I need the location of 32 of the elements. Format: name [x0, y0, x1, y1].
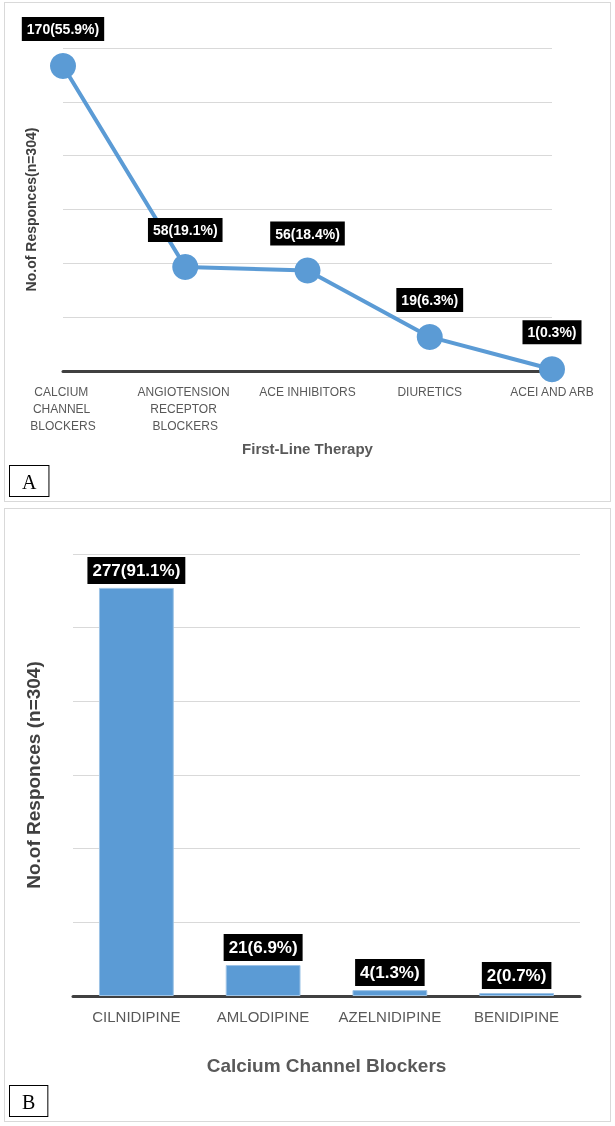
- x-tick-label: DIURETICS: [397, 384, 463, 399]
- bar: [352, 990, 428, 996]
- y-axis-title: No.of Responces (n=304): [23, 661, 44, 889]
- point: [294, 257, 321, 284]
- bar: [98, 587, 174, 996]
- x-tick-label: CILNIDIPINE: [92, 1008, 181, 1025]
- bar: [225, 965, 301, 996]
- x-tick-label: ACE INHIBITORS: [259, 384, 356, 399]
- point: [172, 253, 199, 280]
- x-axis-title: Calcium Channel Blockers: [206, 1055, 447, 1076]
- x-tick-label: CALCIUM CHANNEL BLOCKERS: [30, 384, 96, 433]
- point: [539, 356, 565, 383]
- x-tick-label: AZELNIDIPINE: [338, 1008, 442, 1025]
- data-label: 1(0.3%): [527, 324, 577, 341]
- data-label: 2(0.7%): [486, 966, 547, 986]
- text: A: [22, 471, 37, 493]
- data-label: 56(18.4%): [275, 225, 340, 242]
- y-axis-title: No.of Responces(n=304): [23, 127, 39, 292]
- x-tick-label: ACEI AND ARB: [510, 384, 594, 399]
- x-tick-label: BENIDIPINE: [474, 1008, 560, 1025]
- x-axis-title: First-Line Therapy: [242, 440, 374, 457]
- data-label: 4(1.3%): [360, 963, 420, 983]
- data-label: 277(91.1%): [92, 560, 181, 580]
- data-label: 170(55.9%): [26, 20, 100, 37]
- x-tick-label: AMLODIPINE: [216, 1008, 310, 1025]
- data-label: 58(19.1%): [152, 221, 218, 238]
- data-label: 19(6.3%): [401, 291, 459, 308]
- text: B: [22, 1091, 36, 1113]
- x-tick-label: ANGIOTENSION RECEPTOR BLOCKERS: [137, 384, 233, 433]
- data-label: 21(6.9%): [228, 938, 298, 958]
- point: [50, 52, 76, 79]
- point: [416, 323, 443, 350]
